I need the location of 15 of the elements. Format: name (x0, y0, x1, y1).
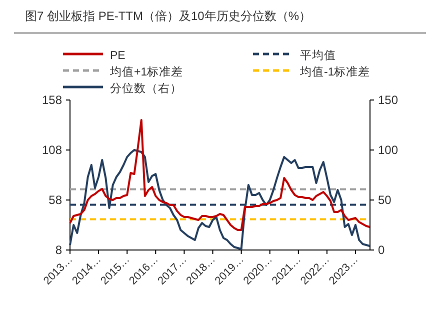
legend-label: 均值-1标准差 (299, 66, 370, 78)
y-tick-label: 58 (48, 193, 62, 207)
legend-label: PE (110, 50, 126, 62)
legend-label: 分位数（右） (110, 82, 182, 95)
y2-tick-label: 150 (378, 93, 398, 107)
y2-tick-label: 50 (378, 193, 392, 207)
legend-label: 均值+1标准差 (109, 66, 184, 78)
line-series (69, 119, 371, 231)
y2-tick-label: 100 (378, 143, 398, 157)
legend-label: 平均值 (300, 49, 336, 62)
y-tick-label: 8 (55, 243, 62, 257)
y-tick-label: 108 (42, 143, 62, 157)
y-tick-label: 158 (42, 93, 62, 107)
y2-tick-label: 0 (378, 243, 385, 257)
chart-title: 图7 创业板指 PE-TTM（倍）及10年历史分位数（%） (25, 9, 312, 23)
